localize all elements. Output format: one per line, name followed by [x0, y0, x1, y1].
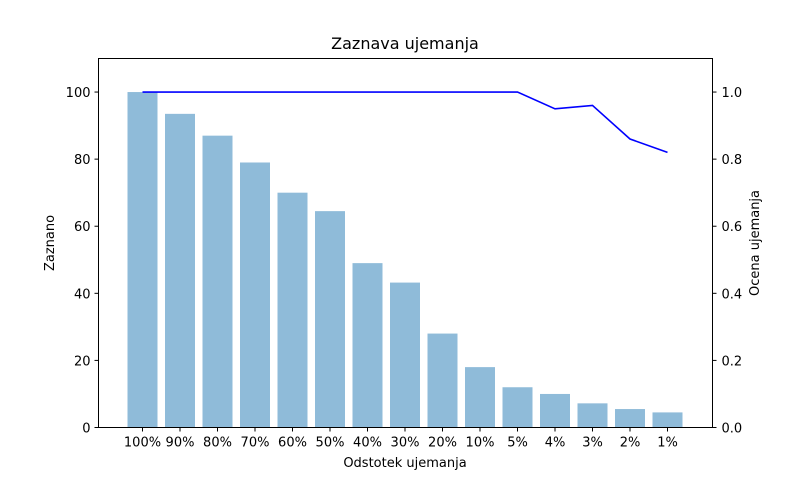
y2-axis-ticks: 0.0 0.2 0.4 0.6 0.8 1.0 — [712, 86, 743, 437]
y2-axis-label: Ocena ujemanja — [748, 190, 763, 296]
bar-9 — [465, 367, 495, 428]
y-tick-label-4: 80 — [74, 153, 91, 168]
y-tick-label-5: 100 — [66, 86, 91, 101]
x-tick-label-3: 70% — [241, 436, 270, 451]
chart-title: Zaznava ujemanja — [331, 34, 479, 53]
bar-0 — [127, 92, 158, 428]
x-tick-label-6: 40% — [353, 436, 382, 451]
x-tick-label-11: 4% — [545, 436, 566, 451]
bar-13 — [615, 409, 645, 428]
score-line — [142, 91, 668, 154]
bar-14 — [652, 412, 683, 428]
y2-tick-label-1: 0.2 — [722, 354, 743, 369]
bar-layer — [127, 92, 683, 428]
x-tick-label-7: 30% — [391, 436, 420, 451]
x-tick-label-9: 10% — [466, 436, 495, 451]
plot-frame — [98, 58, 713, 428]
x-axis-ticks: 100% 90% 80% 70% 60% 50% 40% 30% 20% 10% 5% 4% 3% 2% 1… — [124, 427, 678, 451]
bar-2 — [202, 135, 233, 428]
y2-tick-label-4: 0.8 — [722, 153, 743, 168]
x-tick-label-1: 90% — [166, 436, 195, 451]
bar-11 — [540, 393, 570, 428]
x-tick-label-5: 50% — [316, 436, 345, 451]
bar-8 — [427, 333, 458, 428]
bar-7 — [390, 282, 420, 428]
x-tick-label-13: 2% — [620, 436, 641, 451]
x-tick-label-12: 3% — [582, 436, 603, 451]
y-axis-label: Zaznano — [43, 215, 58, 271]
x-tick-label-10: 5% — [507, 436, 528, 451]
x-tick-label-0: 100% — [124, 436, 161, 451]
y-tick-label-3: 60 — [74, 220, 91, 235]
y2-tick-label-0: 0.0 — [722, 422, 743, 437]
y-tick-label-1: 20 — [74, 354, 91, 369]
y-tick-label-0: 0 — [82, 422, 90, 437]
y2-tick-label-3: 0.6 — [722, 220, 743, 235]
y-axis-ticks: 0 20 40 60 80 100 — [66, 86, 99, 437]
y2-tick-label-2: 0.4 — [722, 287, 743, 302]
x-tick-label-2: 80% — [203, 436, 232, 451]
bar-12 — [577, 403, 608, 428]
x-tick-label-4: 60% — [278, 436, 307, 451]
bar-3 — [240, 162, 270, 428]
y-tick-label-2: 40 — [74, 287, 91, 302]
x-axis-label: Odstotek ujemanja — [343, 456, 466, 471]
bar-4 — [277, 192, 308, 428]
bar-5 — [315, 211, 345, 428]
bar-6 — [352, 263, 383, 428]
bar-10 — [502, 387, 533, 428]
y2-tick-label-5: 1.0 — [722, 86, 743, 101]
x-tick-label-8: 20% — [428, 436, 457, 451]
bar-1 — [165, 113, 195, 428]
x-tick-label-14: 1% — [657, 436, 678, 451]
line-layer — [142, 91, 668, 154]
